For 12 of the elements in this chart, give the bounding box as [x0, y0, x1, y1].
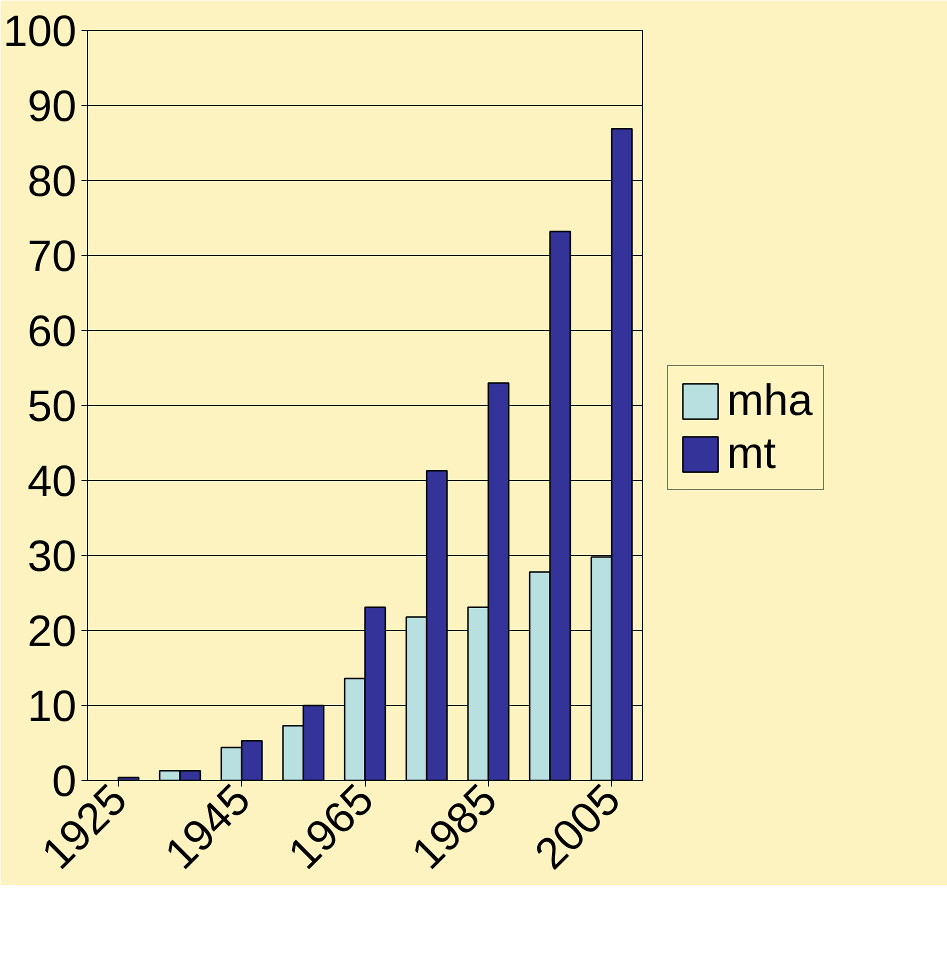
y-tick-label: 50	[28, 382, 77, 431]
legend-label: mt	[727, 429, 776, 479]
y-tick-label: 30	[28, 532, 77, 581]
y-tick-label: 70	[28, 232, 77, 281]
y-tick-label: 80	[28, 157, 77, 206]
y-tick-label: 60	[28, 307, 77, 356]
y-tick-label: 40	[28, 457, 77, 506]
y-tick-label: 20	[28, 607, 77, 656]
y-tick-label: 10	[28, 682, 77, 731]
y-tick-label: 100	[3, 7, 77, 56]
y-tick-label: 90	[28, 82, 77, 131]
legend-label: mha	[727, 376, 813, 426]
